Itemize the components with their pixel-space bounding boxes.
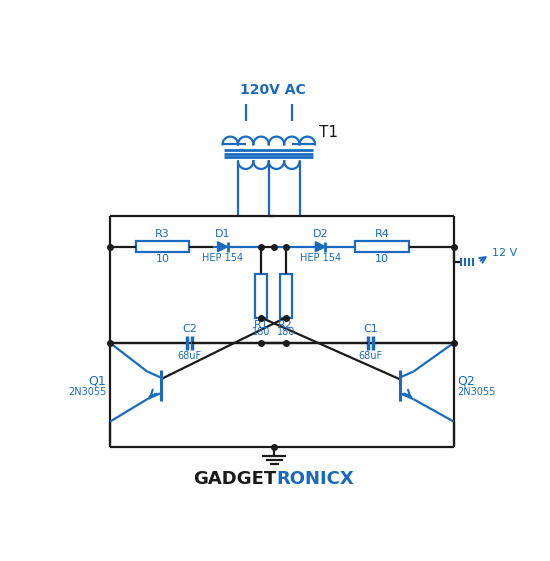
Text: RONICX: RONICX [277,470,354,488]
Text: R4: R4 [375,229,389,239]
Bar [135,241,189,252]
Text: T1: T1 [319,125,338,140]
Bar [355,241,409,252]
Bar [280,274,292,318]
Text: 2N3055: 2N3055 [458,387,496,397]
Text: 68uF: 68uF [178,351,201,361]
Text: 68uF: 68uF [359,351,382,361]
Text: 10: 10 [375,254,389,264]
Text: R2: R2 [278,320,293,330]
Text: 10: 10 [156,254,169,264]
Text: 180: 180 [252,327,270,337]
Text: 120V AC: 120V AC [240,84,305,98]
Polygon shape [315,242,326,252]
Text: C2: C2 [182,324,197,334]
Text: GADGET: GADGET [193,470,277,488]
Text: R1: R1 [254,320,268,330]
Text: Q1: Q1 [89,375,106,388]
Text: C1: C1 [363,324,378,334]
Bar [255,274,267,318]
Text: 180: 180 [277,327,295,337]
Text: Q2: Q2 [458,375,475,388]
Text: D2: D2 [312,229,328,240]
Text: D1: D1 [215,229,230,240]
Text: R3: R3 [155,229,170,239]
Text: 2N3055: 2N3055 [68,387,106,397]
Text: HEP 154: HEP 154 [300,253,341,263]
Text: HEP 154: HEP 154 [202,253,243,263]
Text: 12 V: 12 V [492,248,518,258]
Polygon shape [218,242,228,252]
